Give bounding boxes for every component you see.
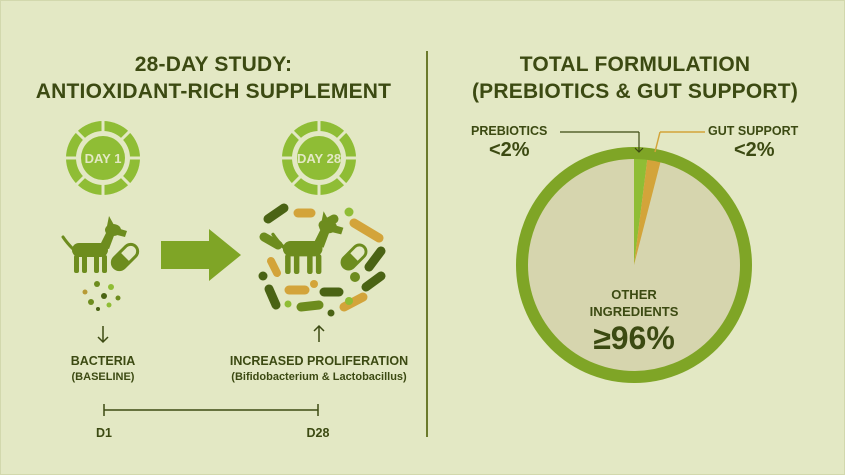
- baseline-label-sub: (BASELINE): [71, 371, 135, 383]
- gut-support-value: <2%: [734, 139, 775, 161]
- arrow-right-icon: [161, 229, 241, 281]
- day1-badge: DAY 1: [65, 120, 141, 196]
- capsule-icon-day28: [337, 240, 371, 274]
- right-title-line1: TOTAL FORMULATION: [519, 53, 751, 76]
- other-label-line1: OTHER: [611, 287, 657, 302]
- gut-support-label: GUT SUPPORT: [708, 124, 799, 138]
- timeline: [103, 404, 319, 416]
- prebiotics-leader: [560, 131, 644, 153]
- increase-label: INCREASED PROLIFERATION (Bifidobacterium…: [204, 353, 434, 385]
- left-title-line2: ANTIOXIDANT-RICH SUPPLEMENT: [35, 80, 392, 103]
- prebiotics-callout: PREBIOTICS <2%: [471, 123, 561, 161]
- right-title: TOTAL FORMULATION (PREBIOTICS & GUT SUPP…: [426, 51, 844, 105]
- bacteria-baseline-dots: [82, 281, 121, 311]
- panel-divider: [426, 51, 428, 437]
- baseline-label-main: BACTERIA: [70, 354, 136, 368]
- gut-support-leader: [654, 131, 705, 153]
- other-ingredients-value: ≥96%: [593, 320, 675, 356]
- increase-label-sub: (Bifidobacterium & Lactobacillus): [231, 371, 407, 383]
- baseline-label: BACTERIA (BASELINE): [53, 353, 153, 385]
- pie-gut-support-slice: [634, 153, 662, 265]
- increase-label-main: INCREASED PROLIFERATION: [229, 354, 409, 368]
- formulation-pie: [516, 147, 752, 383]
- bacteria-icon: [258, 203, 386, 317]
- timeline-end-label: D28: [306, 426, 330, 440]
- other-ingredients-label: OTHER INGREDIENTS: [574, 286, 694, 320]
- day1-badge-label: DAY 1: [85, 151, 122, 166]
- left-title: 28-DAY STUDY: ANTIOXIDANT-RICH SUPPLEMEN…: [1, 51, 426, 105]
- right-title-line2: (PREBIOTICS & GUT SUPPORT): [471, 80, 799, 103]
- other-label-line2: INGREDIENTS: [589, 304, 679, 319]
- pie-prebiotics-slice: [634, 153, 648, 265]
- capsule-icon: [107, 239, 143, 275]
- gut-support-callout: GUT SUPPORT <2%: [708, 123, 818, 161]
- day28-badge: DAY 28: [281, 120, 357, 196]
- left-title-line1: 28-DAY STUDY:: [134, 53, 293, 76]
- arrow-down-icon: [97, 326, 109, 344]
- pie-rim: [516, 147, 752, 383]
- prebiotics-value: <2%: [489, 139, 530, 161]
- arrow-up-icon: [313, 324, 325, 342]
- prebiotics-label: PREBIOTICS: [471, 124, 548, 138]
- timeline-start-label: D1: [96, 426, 112, 440]
- day28-badge-label: DAY 28: [297, 151, 341, 166]
